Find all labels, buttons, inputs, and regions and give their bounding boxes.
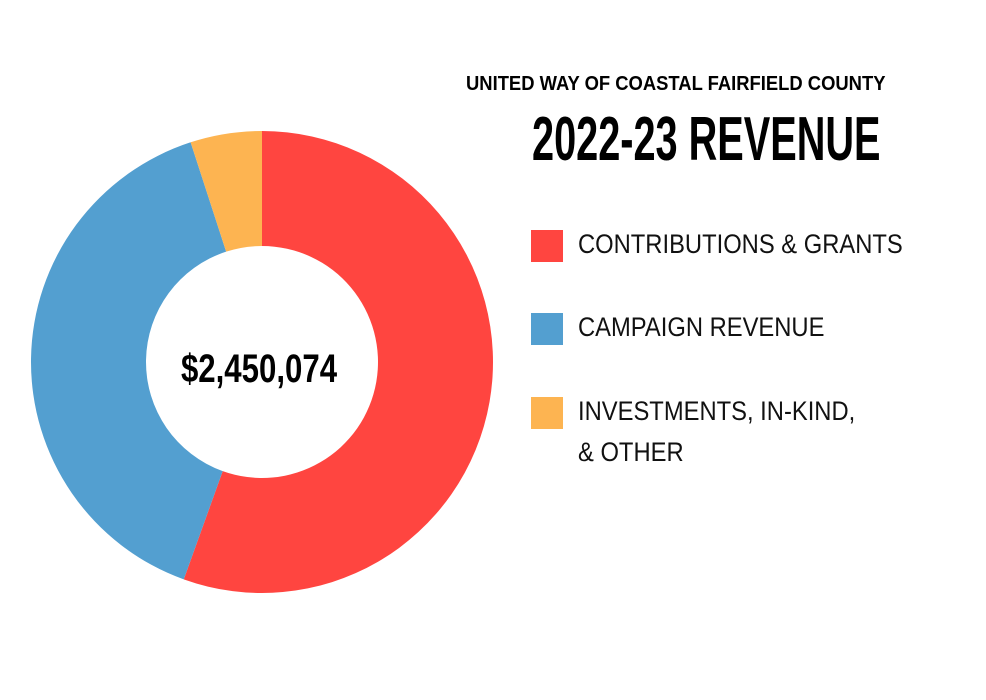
- organization-name: UNITED WAY OF COASTAL FAIRFIELD COUNTY: [466, 73, 886, 95]
- donut-slice-campaign: [30, 142, 227, 580]
- chart-title: 2022-23 REVENUE: [532, 105, 881, 174]
- legend-swatch-contributions: [531, 230, 563, 262]
- donut-slice-investments: [190, 131, 262, 252]
- legend-label-campaign: CAMPAIGN REVENUE: [578, 312, 825, 342]
- legend-swatch-campaign: [531, 313, 563, 345]
- legend-swatch-investments: [531, 397, 563, 429]
- legend-label-contributions: CONTRIBUTIONS & GRANTS: [578, 229, 903, 259]
- donut-slice-contributions: [183, 131, 494, 593]
- donut-slices: [30, 131, 494, 593]
- center-total-label: $2,450,074: [181, 346, 337, 391]
- legend-label-investments: INVESTMENTS, IN-KIND, & OTHER: [578, 396, 856, 467]
